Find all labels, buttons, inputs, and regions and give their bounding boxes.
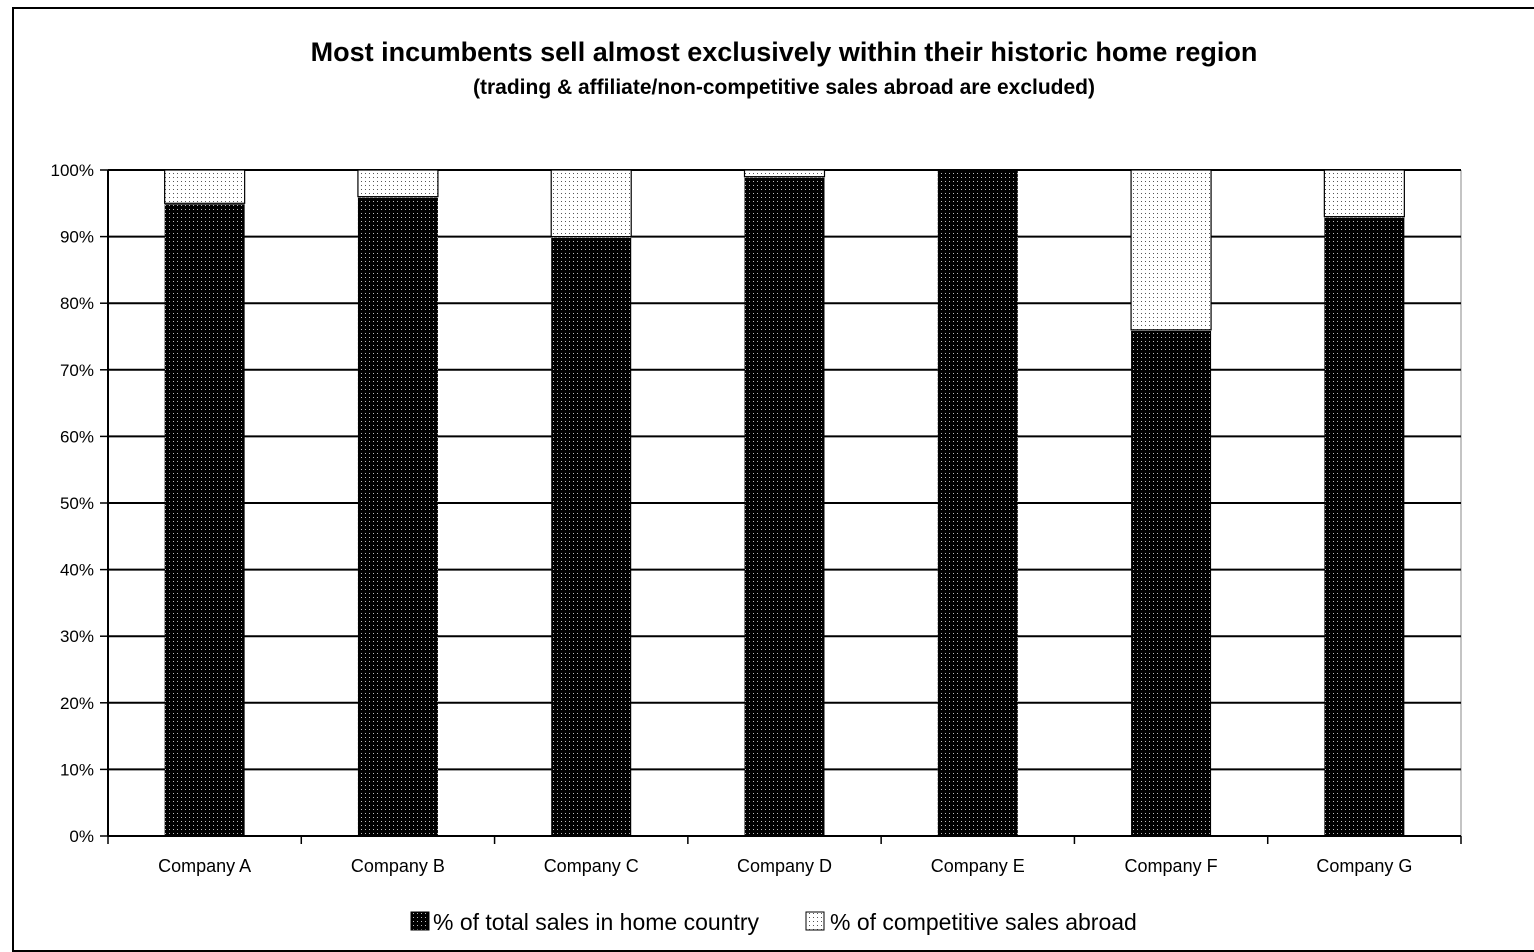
- bar-abroad-2: [357, 169, 439, 198]
- bar-home-6: [1131, 329, 1212, 836]
- x-category-label: Company A: [158, 856, 251, 876]
- bar-home-4: [744, 176, 825, 836]
- x-category-label: Company C: [544, 856, 639, 876]
- legend-label-abroad: % of competitive sales abroad: [830, 909, 1137, 935]
- bar-home-3: [551, 236, 632, 837]
- chart-subtitle: (trading & affiliate/non-competitive sal…: [473, 76, 1095, 99]
- y-tick-label: 60%: [60, 427, 94, 446]
- y-tick-label: 100%: [51, 161, 94, 180]
- y-tick-label: 0%: [69, 827, 94, 846]
- x-category-labels: Company A Company B Company C Company D Comp…: [158, 856, 1412, 876]
- bars: [164, 169, 1405, 837]
- chart-title: Most incumbents sell almost exclusively …: [311, 37, 1258, 67]
- y-tick-label: 90%: [60, 228, 94, 247]
- legend-label-home: % of total sales in home country: [433, 909, 759, 935]
- bar-home-5: [937, 170, 1018, 836]
- y-tick-label: 40%: [60, 561, 94, 580]
- bar-home-7: [1324, 216, 1405, 836]
- x-category-label: Company E: [931, 856, 1025, 876]
- x-category-label: Company F: [1125, 856, 1218, 876]
- y-tick-label: 20%: [60, 694, 94, 713]
- legend-swatch-home: [410, 911, 430, 931]
- bar-abroad-7: [1323, 169, 1405, 218]
- y-tick-label: 80%: [60, 294, 94, 313]
- bar-abroad-6: [1130, 169, 1212, 331]
- bar-abroad-1: [164, 169, 246, 204]
- bar-abroad-3: [550, 169, 632, 238]
- x-category-label: Company G: [1316, 856, 1412, 876]
- y-tick-label: 10%: [60, 760, 94, 779]
- axes: [100, 169, 1462, 844]
- legend-swatch-abroad: [805, 911, 825, 931]
- bar-abroad-4: [743, 169, 826, 178]
- x-category-label: Company B: [351, 856, 445, 876]
- legend: % of total sales in home country % of co…: [410, 909, 1137, 935]
- y-tick-label: 30%: [60, 627, 94, 646]
- y-tick-labels: 0% 10% 20% 30% 40% 50% 60% 70% 80% 90% 100%: [51, 161, 94, 846]
- bar-home-1: [164, 203, 245, 837]
- y-tick-label: 70%: [60, 361, 94, 380]
- bar-home-2: [357, 196, 438, 836]
- x-category-label: Company D: [737, 856, 832, 876]
- y-tick-label: 50%: [60, 494, 94, 513]
